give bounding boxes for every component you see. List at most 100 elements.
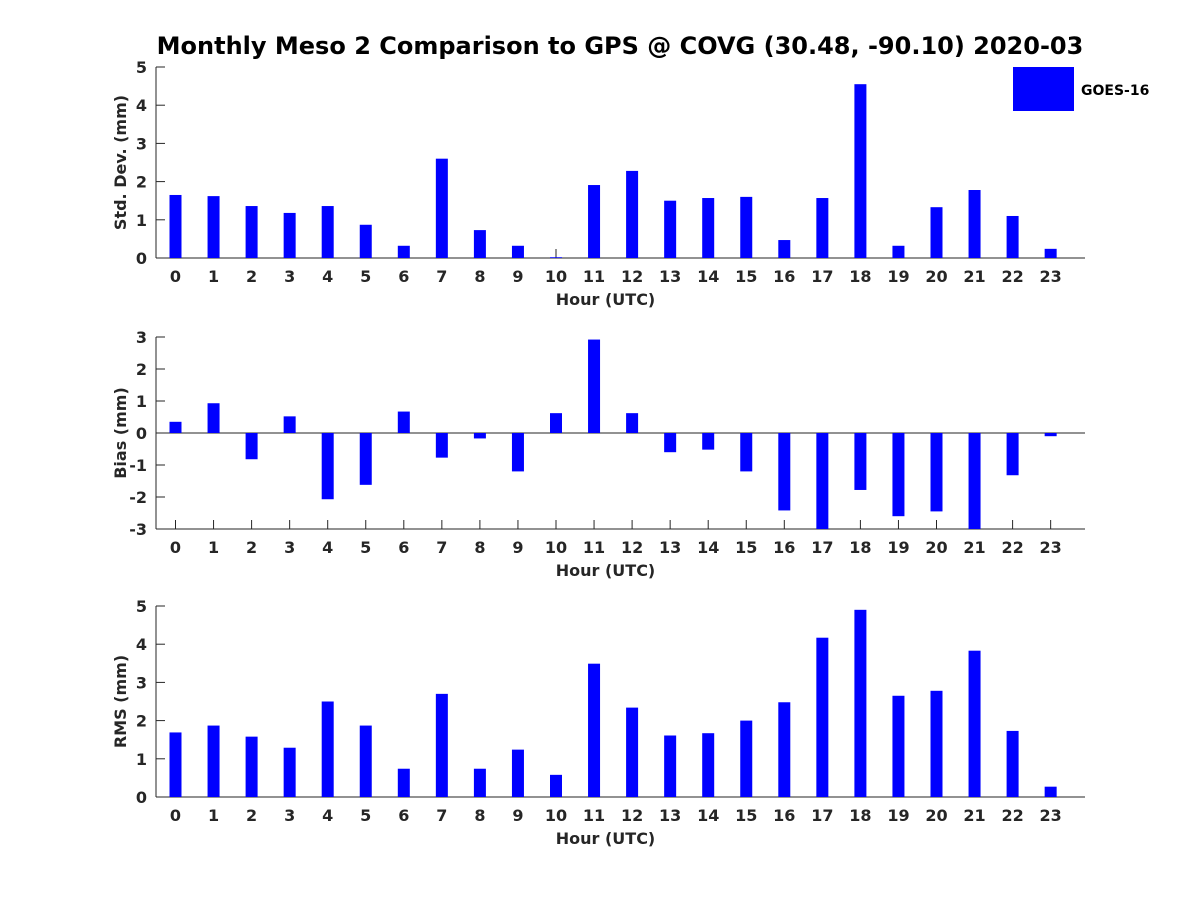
std-dev-y-tick-label: 1 [136, 211, 147, 230]
std-dev-x-tick-label: 0 [170, 267, 181, 286]
bias-x-tick-label: 21 [963, 538, 985, 557]
rms-x-tick-label: 4 [322, 806, 333, 825]
bias-x-label: Hour (UTC) [556, 561, 656, 580]
std-dev-x-tick-label: 15 [735, 267, 757, 286]
std-dev-x-tick-label: 16 [773, 267, 795, 286]
bias-bar [1006, 433, 1019, 476]
std-dev-x-tick-label: 23 [1040, 267, 1062, 286]
bias-bar [740, 433, 753, 472]
legend-swatch [1013, 67, 1074, 111]
rms-x-label: Hour (UTC) [556, 829, 656, 848]
rms-x-tick-label: 8 [474, 806, 485, 825]
rms-y-tick-label: 2 [136, 712, 147, 731]
bias-bar [816, 433, 829, 529]
rms-x-tick-label: 20 [925, 806, 947, 825]
bias-x-tick-label: 13 [659, 538, 681, 557]
rms-x-tick-label: 3 [284, 806, 295, 825]
rms-bar [778, 702, 791, 797]
std-dev-x-tick-label: 4 [322, 267, 333, 286]
rms-bar [1006, 730, 1019, 797]
rms-bar [1044, 786, 1057, 797]
rms-x-tick-label: 9 [512, 806, 523, 825]
bias-x-tick-label: 4 [322, 538, 333, 557]
bias-y-tick-label: 1 [136, 392, 147, 411]
std-dev-x-tick-label: 19 [887, 267, 909, 286]
std-dev-bar [588, 185, 601, 258]
std-dev-bar [169, 194, 182, 258]
bias-bar [588, 339, 601, 433]
std-dev-bar [550, 257, 562, 258]
rms-bar [550, 774, 562, 797]
bias-y-tick-label: -3 [129, 520, 147, 539]
bias-y-tick-label: 3 [136, 328, 147, 347]
std-dev-x-tick-label: 18 [849, 267, 871, 286]
rms-x-tick-label: 19 [887, 806, 909, 825]
std-dev-x-tick-label: 17 [811, 267, 833, 286]
legend-label: GOES-16 [1081, 83, 1149, 99]
bias-x-tick-label: 22 [1001, 538, 1023, 557]
bias-y-tick-label: 0 [136, 424, 147, 443]
std-dev-bar [626, 170, 639, 258]
rms-x-tick-label: 21 [963, 806, 985, 825]
bias-x-tick-label: 17 [811, 538, 833, 557]
bias-bar [930, 433, 943, 512]
bias-bar [435, 433, 448, 458]
rms-y-tick-label: 4 [136, 635, 147, 654]
bias-x-tick-label: 10 [545, 538, 567, 557]
bias-x-tick-label: 7 [436, 538, 447, 557]
rms-x-tick-label: 6 [398, 806, 409, 825]
legend: GOES-16 [1013, 67, 1149, 111]
rms-bar [816, 637, 829, 797]
bias-y-tick-label: 2 [136, 360, 147, 379]
bias-x-tick-label: 6 [398, 538, 409, 557]
bias-bar [1044, 433, 1057, 437]
rms-bar [626, 707, 639, 797]
bias-bar [397, 411, 410, 433]
rms-bar [245, 736, 258, 797]
bias-x-tick-label: 18 [849, 538, 871, 557]
std-dev-x-tick-label: 22 [1001, 267, 1023, 286]
std-dev-bar [207, 196, 220, 258]
bias-x-tick-label: 23 [1040, 538, 1062, 557]
std-dev-x-tick-label: 9 [512, 267, 523, 286]
std-dev-x-tick-label: 6 [398, 267, 409, 286]
bias-x-tick-label: 3 [284, 538, 295, 557]
std-dev-y-tick-label: 0 [136, 249, 147, 268]
std-dev-bar [740, 196, 753, 258]
bias-bar [359, 433, 372, 485]
std-dev-x-label: Hour (UTC) [556, 290, 656, 309]
bias-bar [473, 433, 486, 439]
bias-bar [702, 433, 715, 450]
rms-x-tick-label: 10 [545, 806, 567, 825]
rms-y-tick-label: 1 [136, 750, 147, 769]
std-dev-x-tick-label: 3 [284, 267, 295, 286]
rms-y-tick-label: 5 [136, 597, 147, 616]
bias-bar [550, 413, 562, 433]
bias-x-tick-label: 12 [621, 538, 643, 557]
bias-x-tick-label: 11 [583, 538, 605, 557]
std-dev-x-tick-label: 13 [659, 267, 681, 286]
std-dev-bar [1006, 215, 1019, 258]
bias-bar [892, 433, 905, 517]
bias-bar [321, 433, 334, 500]
std-dev-y-tick-label: 3 [136, 134, 147, 153]
std-dev-x-tick-label: 12 [621, 267, 643, 286]
bias-bar [169, 421, 182, 433]
rms-bar [854, 609, 867, 797]
std-dev-x-tick-label: 5 [360, 267, 371, 286]
std-dev-x-tick-label: 7 [436, 267, 447, 286]
rms-y-label: RMS (mm) [111, 655, 130, 748]
rms-x-tick-label: 12 [621, 806, 643, 825]
std-dev-y-label: Std. Dev. (mm) [111, 95, 130, 230]
std-dev-y-tick-label: 5 [136, 58, 147, 77]
bias-x-tick-label: 9 [512, 538, 523, 557]
bias-x-tick-label: 2 [246, 538, 257, 557]
bias-bar [854, 433, 867, 490]
rms-bar [207, 725, 220, 797]
rms-x-tick-label: 17 [811, 806, 833, 825]
std-dev-x-tick-label: 10 [545, 267, 567, 286]
std-dev-x-tick-label: 20 [925, 267, 947, 286]
rms-x-tick-label: 14 [697, 806, 719, 825]
rms-bar [588, 663, 601, 797]
